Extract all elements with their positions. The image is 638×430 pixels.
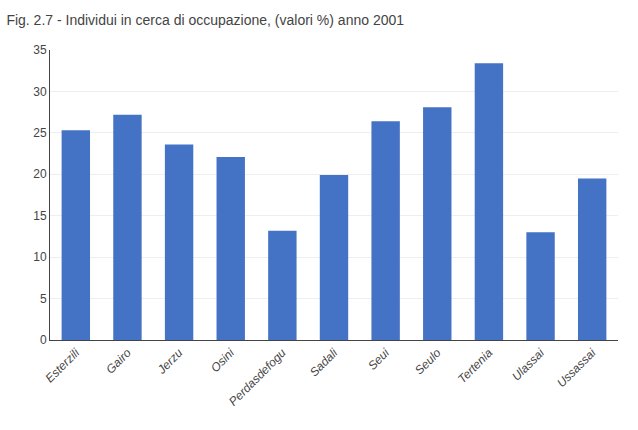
svg-text:35: 35	[33, 43, 47, 57]
svg-text:25: 25	[33, 126, 47, 140]
svg-text:Ulassai: Ulassai	[509, 346, 547, 384]
svg-text:Gairo: Gairo	[103, 346, 134, 377]
svg-text:Sadali: Sadali	[307, 346, 341, 380]
svg-text:Jerzu: Jerzu	[154, 346, 186, 378]
svg-text:Seui: Seui	[365, 346, 392, 373]
svg-text:15: 15	[33, 209, 47, 223]
svg-text:10: 10	[33, 250, 47, 264]
svg-text:0: 0	[40, 333, 47, 347]
svg-text:Seulo: Seulo	[412, 346, 444, 378]
svg-text:Perdasdefogu: Perdasdefogu	[226, 346, 289, 409]
svg-text:20: 20	[33, 167, 47, 181]
svg-text:Osini: Osini	[208, 346, 237, 375]
svg-text:Esterzili: Esterzili	[43, 346, 83, 386]
svg-text:Fig. 2.7 - Individui in cerca: Fig. 2.7 - Individui in cerca di occupaz…	[6, 12, 404, 28]
svg-text:5: 5	[40, 292, 47, 306]
svg-text:30: 30	[33, 85, 47, 99]
svg-text:Tertenia: Tertenia	[455, 346, 495, 386]
svg-text:Ussassai: Ussassai	[554, 346, 599, 391]
